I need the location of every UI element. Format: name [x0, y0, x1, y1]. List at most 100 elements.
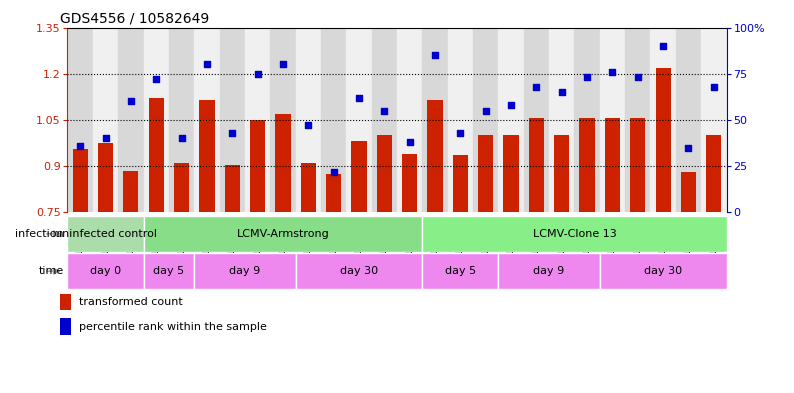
Point	[201, 61, 214, 68]
Point	[530, 83, 543, 90]
Bar	[681, 172, 696, 212]
Point	[225, 130, 238, 136]
Bar	[144, 253, 195, 289]
Point	[707, 83, 720, 90]
Bar	[72, 149, 88, 212]
Bar	[98, 143, 113, 212]
Bar	[473, 28, 499, 212]
Bar	[656, 68, 671, 212]
Bar	[144, 216, 422, 252]
Point	[175, 135, 188, 141]
Bar	[225, 165, 240, 212]
Bar	[499, 28, 524, 212]
Bar	[245, 28, 270, 212]
Bar	[321, 28, 346, 212]
Bar	[60, 294, 71, 310]
Bar	[422, 216, 727, 252]
Text: uninfected control: uninfected control	[55, 229, 156, 239]
Text: day 30: day 30	[340, 266, 378, 276]
Bar	[67, 253, 144, 289]
Point	[327, 169, 340, 175]
Point	[505, 102, 518, 108]
Point	[276, 61, 289, 68]
Bar	[301, 163, 316, 212]
Bar	[93, 28, 118, 212]
Bar	[599, 253, 727, 289]
Point	[99, 135, 112, 141]
Text: day 0: day 0	[90, 266, 121, 276]
Bar	[123, 171, 138, 212]
Point	[606, 69, 619, 75]
Bar	[199, 100, 214, 212]
Point	[125, 98, 137, 105]
Bar	[118, 28, 144, 212]
Bar	[625, 28, 650, 212]
Bar	[148, 98, 164, 212]
Bar	[352, 141, 367, 212]
Point	[631, 74, 644, 81]
Bar	[60, 318, 71, 335]
Point	[580, 74, 593, 81]
Point	[150, 76, 163, 83]
Bar	[402, 154, 418, 212]
Bar	[650, 28, 676, 212]
Bar	[524, 28, 549, 212]
Point	[454, 130, 467, 136]
Bar	[529, 118, 544, 212]
Point	[657, 43, 669, 49]
Point	[480, 107, 492, 114]
Point	[74, 143, 87, 149]
Bar	[295, 28, 321, 212]
Bar	[503, 135, 518, 212]
Bar	[397, 28, 422, 212]
Bar	[67, 216, 144, 252]
Bar	[346, 28, 372, 212]
Bar	[195, 253, 295, 289]
Text: transformed count: transformed count	[79, 297, 183, 307]
Bar	[144, 28, 169, 212]
Text: day 9: day 9	[534, 266, 565, 276]
Text: LCMV-Armstrong: LCMV-Armstrong	[237, 229, 330, 239]
Bar	[169, 28, 195, 212]
Bar	[580, 118, 595, 212]
Bar	[554, 135, 569, 212]
Text: percentile rank within the sample: percentile rank within the sample	[79, 321, 268, 332]
Point	[429, 52, 441, 58]
Bar	[599, 28, 625, 212]
Text: LCMV-Clone 13: LCMV-Clone 13	[533, 229, 616, 239]
Bar	[422, 253, 499, 289]
Bar	[220, 28, 245, 212]
Point	[251, 70, 264, 77]
Bar	[605, 118, 620, 212]
Bar	[195, 28, 220, 212]
Text: day 5: day 5	[153, 266, 184, 276]
Text: GDS4556 / 10582649: GDS4556 / 10582649	[60, 12, 209, 26]
Bar	[448, 28, 473, 212]
Bar	[67, 28, 93, 212]
Point	[353, 95, 365, 101]
Bar	[676, 28, 701, 212]
Bar	[174, 163, 189, 212]
Bar	[422, 28, 448, 212]
Bar	[706, 135, 722, 212]
Bar	[326, 174, 341, 212]
Point	[378, 107, 391, 114]
Bar	[295, 253, 422, 289]
Point	[682, 144, 695, 151]
Point	[302, 122, 314, 129]
Point	[403, 139, 416, 145]
Bar	[549, 28, 574, 212]
Bar	[376, 135, 392, 212]
Bar	[276, 114, 291, 212]
Bar	[372, 28, 397, 212]
Bar	[630, 118, 646, 212]
Text: day 30: day 30	[644, 266, 682, 276]
Text: day 5: day 5	[445, 266, 476, 276]
Text: day 9: day 9	[229, 266, 260, 276]
Bar	[574, 28, 599, 212]
Text: time: time	[38, 266, 64, 276]
Bar	[270, 28, 295, 212]
Bar	[250, 121, 265, 212]
Bar	[427, 100, 442, 212]
Bar	[499, 253, 599, 289]
